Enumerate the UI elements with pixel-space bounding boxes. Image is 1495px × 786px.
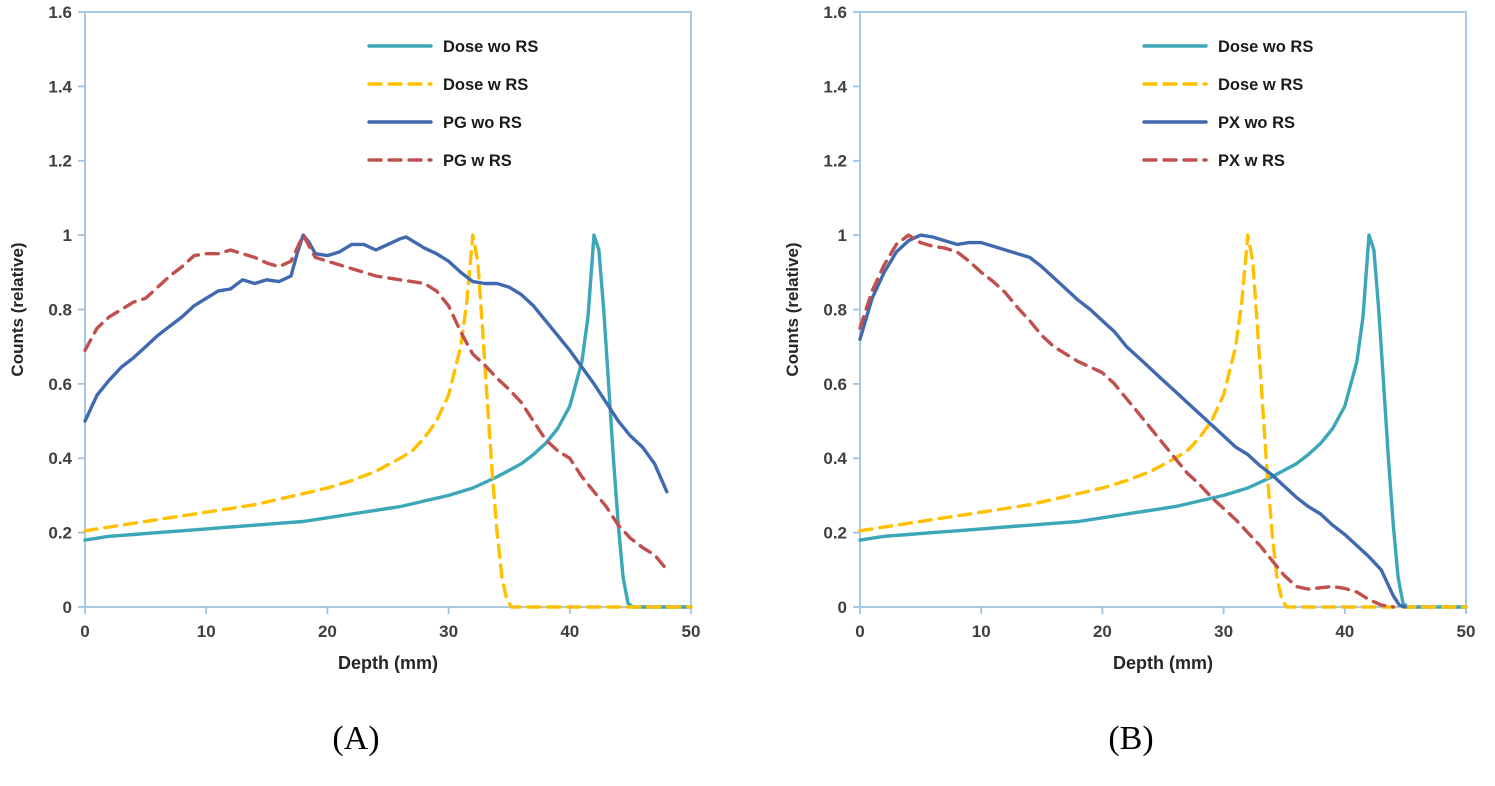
legend-label-dose-w-rs: Dose w RS — [1218, 76, 1303, 94]
series-line-px-wo-rs — [858, 233, 1408, 609]
x-tick-label: 50 — [1457, 622, 1476, 641]
x-tick-label: 40 — [560, 622, 579, 641]
legend-label-dose-w-rs: Dose w RS — [443, 76, 528, 94]
y-tick-label: 0.2 — [823, 524, 847, 543]
legend-label-dose-wo-rs: Dose wo RS — [1218, 38, 1313, 56]
x-tick-label: 40 — [1335, 622, 1354, 641]
x-tick-label: 30 — [1214, 622, 1233, 641]
y-tick-label: 0.4 — [823, 449, 847, 468]
x-tick-label: 10 — [972, 622, 991, 641]
legend-label-dose-wo-rs: Dose wo RS — [443, 38, 538, 56]
chart-b: 0 0.2 0.4 0.6 0.8 1 1.2 1.4 1.6 0 10 20 30 40 50 Depth … — [783, 3, 1476, 673]
series-line-dose-wo-rs — [858, 233, 1468, 609]
y-tick-label: 1.4 — [48, 77, 72, 96]
y-tick-label: 0 — [838, 598, 847, 617]
y-tick-label: 0.2 — [48, 524, 72, 543]
y-tick-label: 1.6 — [823, 3, 847, 22]
y-axis-title: Counts (relative) — [8, 242, 27, 376]
y-tick-label: 0.6 — [823, 375, 847, 394]
y-tick-label: 0.6 — [48, 375, 72, 394]
legend-label-px-wo-rs: PX wo RS — [1218, 114, 1295, 132]
x-tick-label: 10 — [197, 622, 216, 641]
x-tick-label: 0 — [80, 622, 89, 641]
x-tick-label: 20 — [1093, 622, 1112, 641]
series-line-px-w-rs — [858, 233, 1395, 609]
x-tick-label: 0 — [855, 622, 864, 641]
legend-label-px-w-rs: PX w RS — [1218, 152, 1285, 170]
y-tick-label: 1 — [63, 226, 72, 245]
series-line-dose-w-rs — [858, 233, 1468, 609]
x-tick-label: 30 — [439, 622, 458, 641]
caption-a: (A) — [332, 720, 380, 757]
series-line-pg-w-rs — [83, 233, 669, 572]
y-tick-label: 1 — [838, 226, 847, 245]
y-tick-label: 1.6 — [48, 3, 72, 22]
caption-b: (B) — [1108, 720, 1154, 757]
x-tick-label: 50 — [682, 622, 701, 641]
x-axis-title: Depth (mm) — [1113, 653, 1213, 673]
series-line-pg-wo-rs — [83, 233, 669, 494]
chart-a: 0 0.2 0.4 0.6 0.8 1 1.2 1.4 1.6 0 10 20 30 40 50 Depth … — [8, 3, 701, 673]
y-tick-label: 1.2 — [48, 152, 72, 171]
series-line-dose-wo-rs — [83, 233, 693, 609]
legend-label-pg-wo-rs: PG wo RS — [443, 114, 522, 132]
y-axis-title: Counts (relative) — [783, 242, 802, 376]
x-axis-title: Depth (mm) — [338, 653, 438, 673]
legend-label-pg-w-rs: PG w RS — [443, 152, 512, 170]
x-tick-label: 20 — [318, 622, 337, 641]
y-tick-label: 0.4 — [48, 449, 72, 468]
chart-panel-a: 0 0.2 0.4 0.6 0.8 1 1.2 1.4 1.6 0 10 20 30 40 50 Depth … — [0, 0, 712, 758]
y-tick-label: 0 — [63, 598, 72, 617]
y-tick-label: 1.4 — [823, 77, 847, 96]
y-tick-label: 0.8 — [823, 300, 847, 319]
series-line-dose-w-rs — [83, 233, 693, 609]
chart-panel-b: 0 0.2 0.4 0.6 0.8 1 1.2 1.4 1.6 0 10 20 30 40 50 Depth … — [775, 0, 1487, 758]
y-tick-label: 1.2 — [823, 152, 847, 171]
y-tick-label: 0.8 — [48, 300, 72, 319]
